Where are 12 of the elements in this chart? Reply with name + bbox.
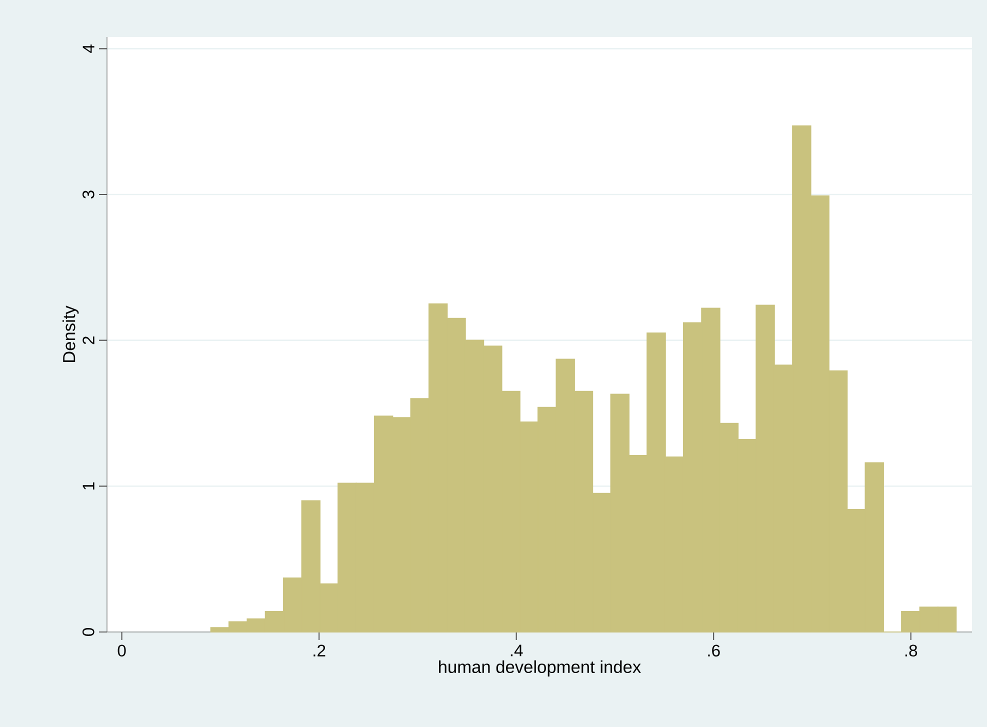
x-tick-label: .6 — [708, 644, 720, 657]
y-tick-label: 2 — [82, 336, 94, 344]
y-tick-label: 3 — [82, 190, 94, 198]
y-tick-label: 4 — [82, 44, 94, 53]
x-tick-label: 0 — [118, 644, 126, 657]
x-tick-label: .4 — [510, 644, 523, 656]
y-tick-label: 1 — [82, 482, 94, 490]
x-tick-label: .8 — [905, 644, 918, 657]
y-tick-label: 0 — [82, 628, 94, 636]
y-axis-title: Density — [62, 306, 79, 362]
x-axis-title: human development index — [439, 660, 641, 676]
x-tick-label: .2 — [314, 644, 326, 656]
